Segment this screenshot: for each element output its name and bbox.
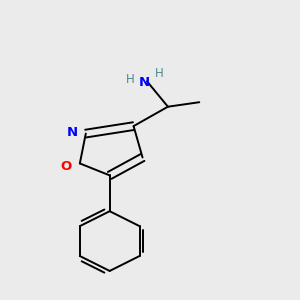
Text: O: O bbox=[61, 160, 72, 173]
Text: H: H bbox=[126, 73, 135, 86]
Text: N: N bbox=[139, 76, 150, 89]
Text: N: N bbox=[67, 126, 78, 139]
Text: H: H bbox=[154, 68, 163, 80]
